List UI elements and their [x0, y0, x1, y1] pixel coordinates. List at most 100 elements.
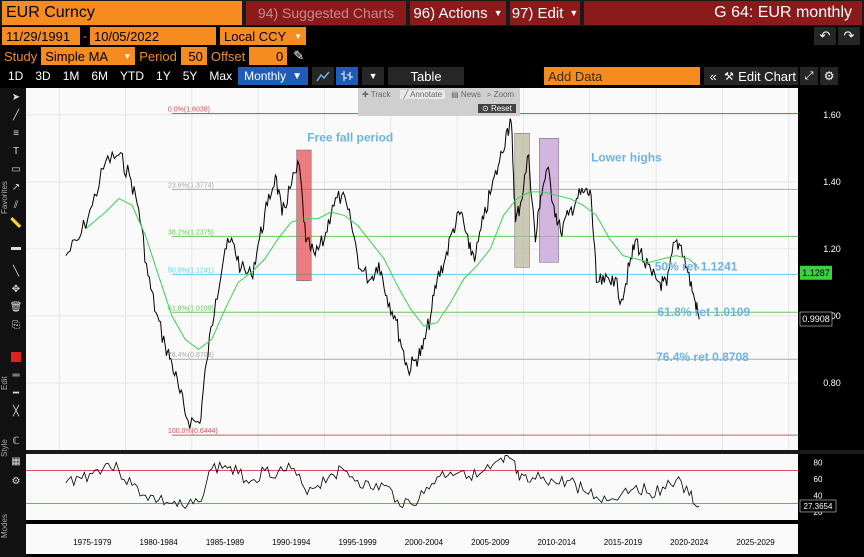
wrench-icon[interactable]: ⚒: [722, 67, 737, 85]
frequency-select[interactable]: Monthly ▼: [238, 67, 309, 85]
study-label: Study: [4, 48, 38, 64]
period-button-1m[interactable]: 1M: [62, 69, 80, 83]
last-price-tag-bg: [800, 265, 832, 280]
y-tick-label: 1.60: [823, 110, 841, 120]
y-tick-label: 1.40: [823, 177, 841, 187]
highlight-box: [539, 138, 559, 263]
copy-tool-icon[interactable]: ⎘: [12, 319, 20, 331]
color-swatch-red[interactable]: [8, 350, 24, 364]
security-field[interactable]: EUR Curncy: [2, 1, 242, 25]
x-tick-label: 2005-2009: [471, 538, 510, 547]
line-chart-icon[interactable]: [312, 67, 335, 85]
period-button-3d[interactable]: 3D: [35, 69, 51, 83]
date-separator: -: [83, 29, 87, 43]
y-tick-label: 0.80: [823, 378, 841, 388]
offset-field[interactable]: 0: [249, 47, 288, 65]
period-button-5y[interactable]: 5Y: [182, 69, 198, 83]
move-tool-icon[interactable]: ✥: [11, 283, 21, 295]
fib-level-label: 61.8%(1.0109): [168, 305, 214, 312]
last-price-tag: 1.1287: [802, 268, 830, 278]
currency-label: Local CCY: [224, 28, 287, 44]
end-date-field[interactable]: 10/05/2022: [90, 27, 216, 45]
chart-annotation: Lower highs: [591, 151, 662, 165]
x-tick-label: 1975-1979: [73, 538, 112, 547]
line-style-icon[interactable]: ═: [12, 369, 20, 381]
y-tick-label: 1.20: [823, 244, 841, 254]
x-axis-bg: [26, 524, 798, 554]
chevron-down-icon: ▼: [292, 70, 303, 82]
collapse-icon[interactable]: «: [704, 67, 723, 85]
delete-tool-icon[interactable]: 🗑: [9, 301, 23, 313]
line-tool-icon[interactable]: ╱: [12, 109, 20, 121]
x-tick-label: 1985-1989: [206, 538, 245, 547]
cursor-icon[interactable]: ➤: [11, 91, 21, 103]
chart-annotation: 50% ret 1.1241: [655, 260, 738, 274]
annotate-tool[interactable]: ╱ Annotate: [400, 90, 446, 99]
period-field[interactable]: 50: [180, 47, 207, 65]
trend-tool-icon[interactable]: ↗: [11, 181, 21, 193]
moving-average-line: [85, 191, 700, 351]
x-tick-label: 2010-2014: [537, 538, 576, 547]
offset-label: Offset: [210, 48, 246, 64]
mode-icon[interactable]: ℂ: [12, 435, 20, 447]
period-label: Period: [139, 48, 177, 64]
track-tool[interactable]: ✚ Track: [362, 90, 391, 99]
study-select[interactable]: Simple MA ▼: [41, 47, 136, 65]
chart-annotation: 61.8% ret 1.0109: [657, 305, 750, 319]
currency-select[interactable]: Local CCY ▼: [220, 27, 306, 45]
highlight-box: [296, 149, 312, 281]
panel-divider: [26, 450, 864, 454]
bar-chart-icon[interactable]: [336, 67, 359, 85]
add-data-field[interactable]: Add Data: [544, 67, 701, 85]
chart-annotation: Free fall period: [307, 131, 393, 145]
modes-label: Modes: [0, 514, 9, 539]
fib-level-label: 23.6%(1.3774): [168, 182, 214, 189]
reset-button[interactable]: ⊙ Reset: [478, 103, 516, 113]
start-date-field[interactable]: 11/29/1991: [2, 27, 80, 45]
edit-label: 97) Edit: [511, 4, 564, 22]
x-tick-label: 1980-1984: [140, 538, 179, 547]
settings-small-icon[interactable]: ⚙: [11, 475, 21, 487]
ruler-tool-icon[interactable]: 📏: [9, 217, 23, 229]
edit-chart-button[interactable]: Edit Chart: [736, 67, 799, 85]
line-width-icon[interactable]: ━: [12, 387, 20, 399]
redo-icon[interactable]: ↷: [838, 27, 860, 45]
undo-icon[interactable]: ↶: [814, 27, 836, 45]
zoom-label: Zoom: [493, 89, 515, 99]
dash-style-icon[interactable]: ╳: [12, 405, 20, 417]
pencil-icon[interactable]: ✎: [293, 48, 305, 63]
edit-menu[interactable]: 97) Edit ▼: [510, 1, 580, 25]
annotate-label: Annotate: [410, 90, 443, 99]
expand-icon[interactable]: ⤢: [800, 67, 819, 85]
chart-type-dropdown[interactable]: ▼: [362, 67, 385, 85]
price-chart[interactable]: 1.601.401.201.000.800.0%(1.6038)23.6%(1.…: [26, 88, 864, 557]
text-tool-icon[interactable]: T: [12, 145, 20, 157]
period-button-1d[interactable]: 1D: [8, 69, 24, 83]
study-name: Simple MA: [45, 48, 109, 64]
shape-tool-icon[interactable]: ▭: [11, 163, 21, 175]
gear-icon[interactable]: ⚙: [820, 67, 839, 85]
period-button-ytd[interactable]: YTD: [120, 69, 145, 83]
x-tick-label: 2025-2029: [736, 538, 775, 547]
track-label: Track: [370, 90, 391, 99]
x-tick-label: 2000-2004: [405, 538, 444, 547]
grid-icon[interactable]: ▦: [11, 455, 21, 467]
ohlc-glyph: [341, 71, 354, 81]
chart-tools-popup: ✚ Track ╱ Annotate ▤ News ⌕ Zoom ⊙ Reset: [358, 88, 520, 116]
news-tool[interactable]: ▤ News: [451, 90, 481, 99]
period-button-max[interactable]: Max: [209, 69, 233, 83]
period-button-6m[interactable]: 6M: [91, 69, 109, 83]
period-button-1y[interactable]: 1Y: [156, 69, 171, 83]
channel-tool-icon[interactable]: ⫽: [13, 199, 19, 211]
rsi-panel-bg: [26, 454, 798, 520]
frequency-label: Monthly: [244, 69, 287, 83]
pen-tool-icon[interactable]: ╲: [12, 265, 20, 277]
suggested-charts-button[interactable]: 94) Suggested Charts: [246, 1, 406, 25]
table-button[interactable]: Table: [388, 67, 465, 85]
fib-tool-icon[interactable]: ≡: [13, 127, 19, 139]
rsi-tick-label: 80: [814, 458, 823, 467]
page-title: G 64: EUR monthly: [584, 1, 862, 25]
zoom-tool[interactable]: ⌕ Zoom: [486, 89, 515, 99]
highlight-tool-icon[interactable]: ▬: [11, 241, 21, 253]
actions-menu[interactable]: 96) Actions ▼: [410, 1, 506, 25]
